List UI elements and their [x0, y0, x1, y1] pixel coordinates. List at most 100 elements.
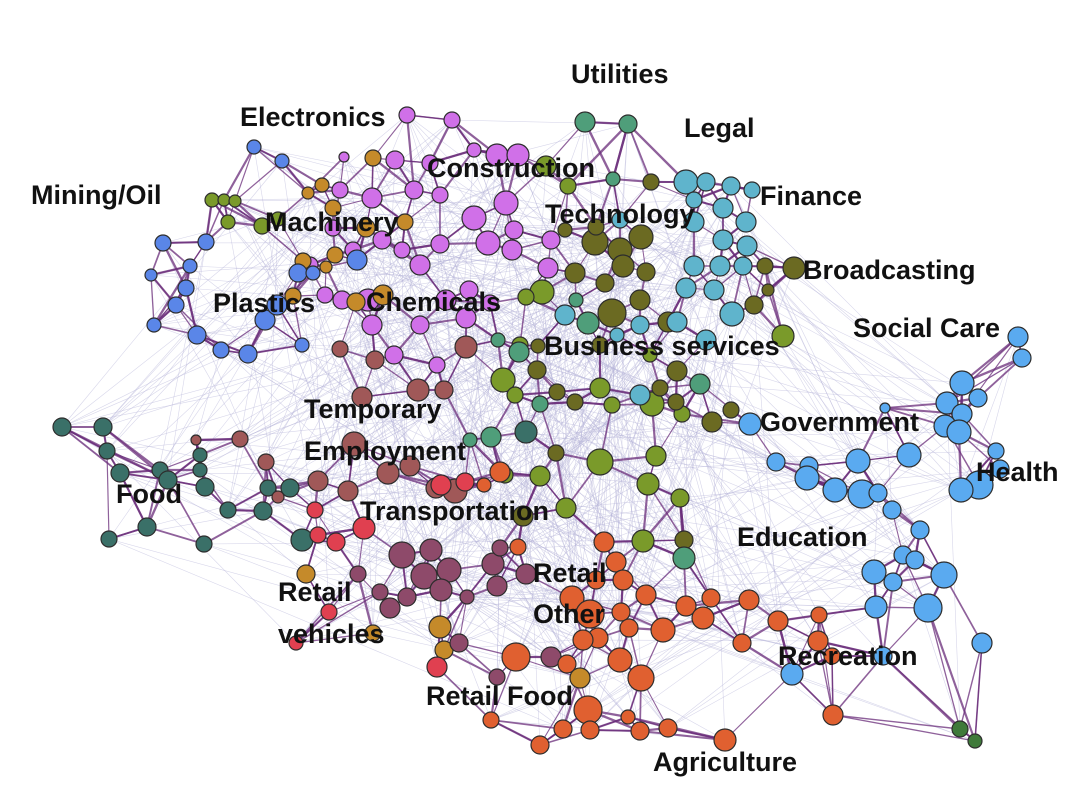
- network-edge: [977, 357, 1023, 399]
- network-nodes: [52, 106, 1032, 755]
- network-node-plastics: [246, 139, 262, 155]
- network-edge: [497, 199, 695, 341]
- network-edge: [525, 345, 539, 575]
- network-node-mining-oil: [642, 347, 658, 363]
- network-node-mining-oil: [636, 472, 660, 496]
- network-node-machinery: [372, 284, 394, 306]
- network-node-government: [882, 500, 902, 520]
- network-node-mining-oil: [217, 193, 231, 207]
- network-edge: [443, 649, 498, 678]
- network-node-technology: [651, 379, 669, 397]
- network-node-mining-oil: [559, 177, 577, 195]
- network-node-plastics: [288, 263, 308, 283]
- network-node-education: [913, 593, 943, 623]
- network-edge: [379, 387, 601, 593]
- network-edge: [262, 510, 564, 730]
- network-edge: [974, 642, 983, 742]
- network-node-electronics: [506, 143, 530, 167]
- network-edge: [884, 407, 893, 511]
- network-node-finance: [683, 211, 705, 233]
- network-node-health: [990, 459, 1010, 479]
- network-node-mining-oil: [645, 445, 667, 467]
- network-node-retail-vehicles: [326, 532, 346, 552]
- network-node-mining-oil: [555, 497, 577, 519]
- network-node-technology: [761, 283, 775, 297]
- network-node-retail-vehicles: [320, 603, 338, 621]
- network-node-food: [195, 535, 213, 553]
- label-temporary-line2: Employment: [304, 436, 466, 466]
- network-edge: [185, 287, 343, 301]
- label-utilities: Utilities: [571, 59, 669, 89]
- network-node-finance: [630, 315, 650, 335]
- network-node-retail-other: [701, 588, 721, 608]
- network-node-agriculture: [658, 718, 678, 738]
- network-node-plastics: [144, 268, 158, 282]
- network-edge: [541, 291, 584, 641]
- network-node-transportation: [515, 563, 537, 585]
- network-edge: [150, 274, 155, 326]
- network-edge: [567, 123, 629, 187]
- network-node-retail-other: [593, 531, 615, 553]
- network-node-mining-oil: [586, 448, 614, 476]
- network-edge: [513, 229, 541, 746]
- network-node-mining-oil: [603, 396, 621, 414]
- network-node-retail-other: [586, 570, 606, 590]
- network-node-electronics: [459, 280, 479, 300]
- network-edge: [439, 149, 475, 196]
- network-node-food: [259, 479, 277, 497]
- network-node-machinery: [326, 246, 344, 264]
- network-node-technology: [722, 401, 740, 419]
- network-node-finance: [736, 235, 758, 257]
- network-edge: [332, 207, 597, 581]
- network-node-temporary-employment: [341, 431, 367, 457]
- network-edge: [539, 403, 916, 561]
- network-node-food: [110, 463, 130, 483]
- network-edge: [443, 460, 859, 651]
- network-edge: [227, 199, 695, 223]
- network-node-government: [794, 465, 820, 491]
- network-node-temporary-employment: [454, 335, 478, 359]
- network-node-retail-other: [476, 477, 492, 493]
- network-node-education: [905, 550, 925, 570]
- network-edge: [713, 289, 910, 456]
- network-edge: [339, 348, 629, 718]
- network-node-electronics: [428, 356, 446, 374]
- network-edge: [651, 403, 884, 657]
- network-node-health: [968, 388, 988, 408]
- network-node-food: [219, 501, 237, 519]
- network-edge: [162, 242, 249, 355]
- network-node-electronics: [361, 187, 383, 209]
- network-edge: [753, 304, 779, 622]
- network-node-plastics: [346, 249, 368, 271]
- label-retail-other-line1: Retail: [533, 558, 607, 588]
- network-node-education: [861, 559, 887, 585]
- network-edge: [106, 314, 566, 452]
- network-node-technology: [564, 262, 586, 284]
- network-edge: [119, 472, 148, 528]
- label-finance: Finance: [760, 181, 862, 211]
- network-node-machinery: [346, 292, 366, 312]
- network-edge: [466, 596, 726, 741]
- network-node-technology: [548, 383, 566, 401]
- network-node-temporary-employment: [257, 453, 275, 471]
- network-node-finance: [696, 172, 716, 192]
- network-node-food: [158, 470, 178, 490]
- network-node-electronics: [324, 219, 342, 237]
- network-node-plastics: [238, 344, 258, 364]
- network-edge: [731, 313, 921, 531]
- network-edge: [328, 591, 381, 613]
- network-edge: [239, 239, 552, 440]
- network-node-transportation: [486, 575, 508, 597]
- network-node-machinery: [314, 177, 330, 193]
- network-edge: [927, 607, 961, 730]
- network-node-mining-oil: [204, 192, 220, 208]
- network-edge: [468, 289, 519, 548]
- network-node-mining-oil: [490, 367, 516, 393]
- network-node-machinery: [364, 149, 382, 167]
- network-node-plastics: [182, 258, 198, 274]
- network-edge: [295, 272, 576, 644]
- network-node-electronics: [461, 205, 487, 231]
- network-edge: [639, 324, 863, 495]
- network-edge: [353, 443, 564, 730]
